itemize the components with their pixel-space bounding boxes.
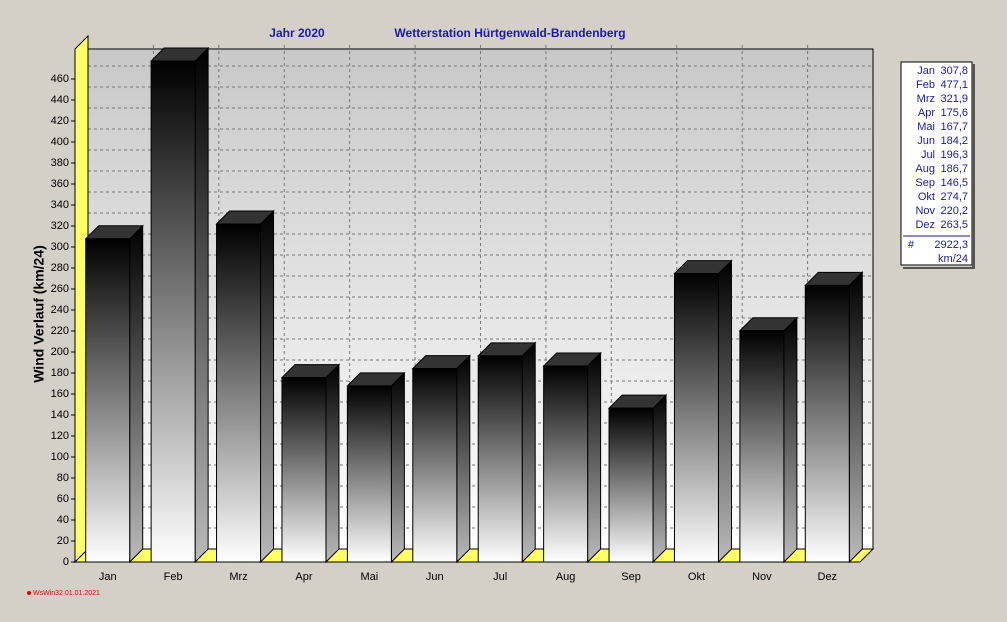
x-tick-label: Feb [164,571,183,583]
bar [281,377,327,563]
legend-category: Okt [918,191,935,203]
y-tick-label: 460 [51,73,69,85]
total-unit: km/24 [938,253,968,265]
x-tick-label: Jul [493,571,507,583]
legend-category: Mai [917,121,935,133]
bar [804,284,850,563]
y-tick-label: 280 [51,262,69,274]
y-tick-label: 380 [51,157,69,169]
x-tick-label: Aug [556,571,576,583]
bar-side [848,271,863,564]
bar [150,60,196,563]
y-tick-label: 160 [51,388,69,400]
y-tick-label: 20 [57,535,69,547]
y-tick-label: 200 [51,346,69,358]
y-tick-label: 100 [51,451,69,463]
y-axis-label: Wind Verlauf (km/24) [31,245,47,383]
y-tick-label: 320 [51,220,69,232]
legend-category: Aug [915,163,935,175]
floor [73,548,875,563]
x-tick-label: Dez [818,571,838,583]
legend-value: 167,7 [940,121,968,133]
bar-side [587,351,602,564]
y-tick-label: 120 [51,430,69,442]
y-tick-label: 240 [51,304,69,316]
bar-side [194,46,209,564]
bar [673,273,719,563]
legend-category: Feb [916,79,935,91]
legend-category: Jul [921,149,935,161]
bar-side [325,363,340,564]
legend-category: Jan [917,65,935,77]
bar [85,238,131,563]
x-tick-label: Jan [99,571,117,583]
legend-category: Dez [915,219,935,231]
legend-value: 307,8 [940,65,968,77]
legend-category: Jun [917,135,935,147]
y-tick-label: 140 [51,409,69,421]
bar-side [390,371,405,564]
y-tick-label: 440 [51,94,69,106]
y-tick-label: 260 [51,283,69,295]
legend-category: Mrz [917,93,935,105]
legend-value: 274,7 [940,191,968,203]
legend-value: 146,5 [940,177,968,189]
bar [739,330,785,563]
legend-value: 263,5 [940,219,968,231]
bar [346,385,392,563]
bar-side [652,393,667,564]
legend-category: Apr [918,107,935,119]
y-tick-label: 340 [51,199,69,211]
y-tick-label: 360 [51,178,69,190]
x-tick-label: Jun [426,571,444,583]
bar [543,365,589,563]
bar [216,223,262,563]
x-tick-label: Mai [361,571,379,583]
y-tick-label: 400 [51,136,69,148]
x-tick-label: Nov [752,571,772,583]
y-tick-label: 300 [51,241,69,253]
legend-value: 321,9 [940,93,968,105]
legend-value: 186,7 [940,163,968,175]
legend-value: 220,2 [940,205,968,217]
bar-side [260,209,275,564]
y-tick-label: 80 [57,472,69,484]
y-tick-label: 420 [51,115,69,127]
legend-value: 184,2 [940,135,968,147]
x-tick-label: Okt [688,571,705,583]
legend-category: Sep [915,177,935,189]
y-tick-label: 60 [57,493,69,505]
legend [900,61,973,266]
chart-subtitle: Wetterstation Hürtgenwald-Brandenberg [394,26,625,40]
total-symbol: # [908,239,915,251]
x-tick-label: Sep [621,571,641,583]
legend-value: 196,3 [940,149,968,161]
y-tick-label: 40 [57,514,69,526]
legend-shadow [972,64,975,267]
legend-shadow [903,267,975,269]
chart-title: Jahr 2020 [269,26,325,40]
bar-side [129,224,144,564]
footer-icon [27,591,31,595]
total-value: 2922,3 [934,239,968,251]
x-tick-label: Mrz [229,571,247,583]
bar [477,355,523,563]
bar-side [717,259,732,564]
bar [412,368,458,563]
legend-category: Nov [915,205,935,217]
bar [608,407,654,563]
legend-value: 477,1 [940,79,968,91]
bar-side [783,316,798,564]
y-tick-label: 180 [51,367,69,379]
bar-side [521,341,536,564]
bar-side [456,354,471,564]
y-tick-label: 220 [51,325,69,337]
x-tick-label: Apr [295,571,312,583]
footer: WsWin32 01.01.2021 [33,590,100,597]
legend-value: 175,6 [940,107,968,119]
y-tick-label: 0 [63,556,69,568]
